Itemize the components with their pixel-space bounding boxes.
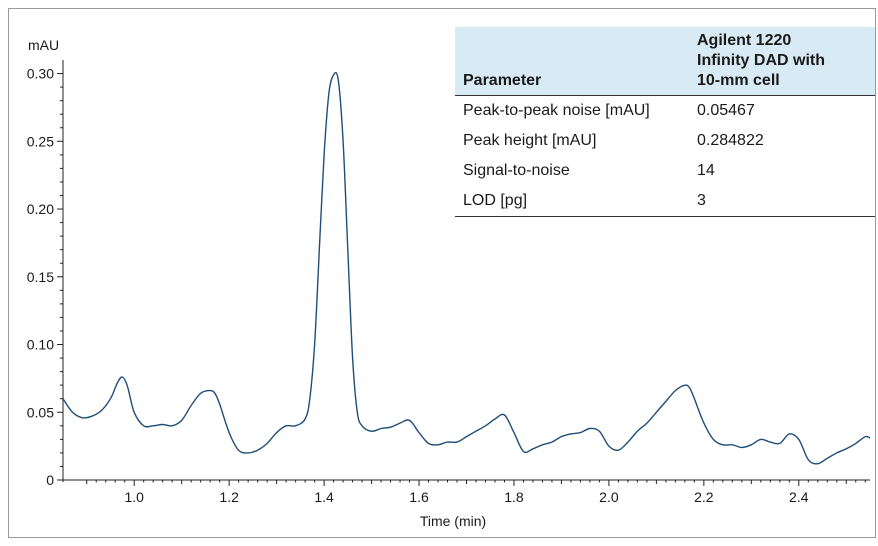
table-row: Signal-to-noise 14 bbox=[455, 156, 875, 186]
chromatogram-trace bbox=[62, 71, 871, 465]
y-tick-label: 0.10 bbox=[27, 337, 54, 353]
x-tick-label: 1.4 bbox=[314, 489, 334, 505]
table-cell-value: 3 bbox=[689, 186, 875, 217]
x-tick-label: 1.0 bbox=[124, 489, 144, 505]
x-tick-label: 1.2 bbox=[219, 489, 239, 505]
y-tick-label: 0.30 bbox=[27, 66, 54, 82]
x-axis-title: Time (min) bbox=[420, 513, 486, 529]
table-cell-label: Signal-to-noise bbox=[463, 162, 570, 179]
table-cell-label: LOD [pg] bbox=[455, 186, 689, 217]
y-tick-label: 0.20 bbox=[27, 201, 54, 217]
table-header-parameter: Parameter bbox=[455, 27, 689, 96]
table-row: LOD [pg] 3 bbox=[455, 186, 875, 217]
y-tick-label: 0.15 bbox=[27, 269, 54, 285]
x-tick-label: 2.4 bbox=[789, 489, 809, 505]
table-header-instrument: Agilent 1220 Infinity DAD with 10-mm cel… bbox=[689, 27, 875, 96]
table-cell-value: 0.05467 bbox=[697, 102, 755, 119]
y-tick-label: 0 bbox=[46, 472, 54, 488]
table-row: Peak height [mAU] 0.284822 bbox=[455, 126, 875, 156]
y-axis-title: mAU bbox=[28, 37, 59, 53]
table-cell-value: 14 bbox=[697, 162, 715, 179]
chart-frame bbox=[8, 8, 876, 538]
x-tick-label: 2.0 bbox=[599, 489, 619, 505]
table-cell-label: Peak height [mAU] bbox=[463, 132, 597, 149]
table-cell-label: Peak-to-peak noise [mAU] bbox=[463, 102, 650, 119]
parameter-table: Parameter Agilent 1220 Infinity DAD with… bbox=[455, 27, 875, 217]
table-cell-value: 0.284822 bbox=[697, 132, 764, 149]
x-tick-label: 1.8 bbox=[504, 489, 524, 505]
y-tick-label: 0.25 bbox=[27, 133, 54, 149]
table-header-row: Parameter Agilent 1220 Infinity DAD with… bbox=[455, 27, 875, 96]
x-tick-label: 1.6 bbox=[409, 489, 429, 505]
x-tick-label: 2.2 bbox=[694, 489, 714, 505]
table-row: Peak-to-peak noise [mAU] 0.05467 bbox=[455, 96, 875, 127]
y-tick-label: 0.05 bbox=[27, 404, 54, 420]
